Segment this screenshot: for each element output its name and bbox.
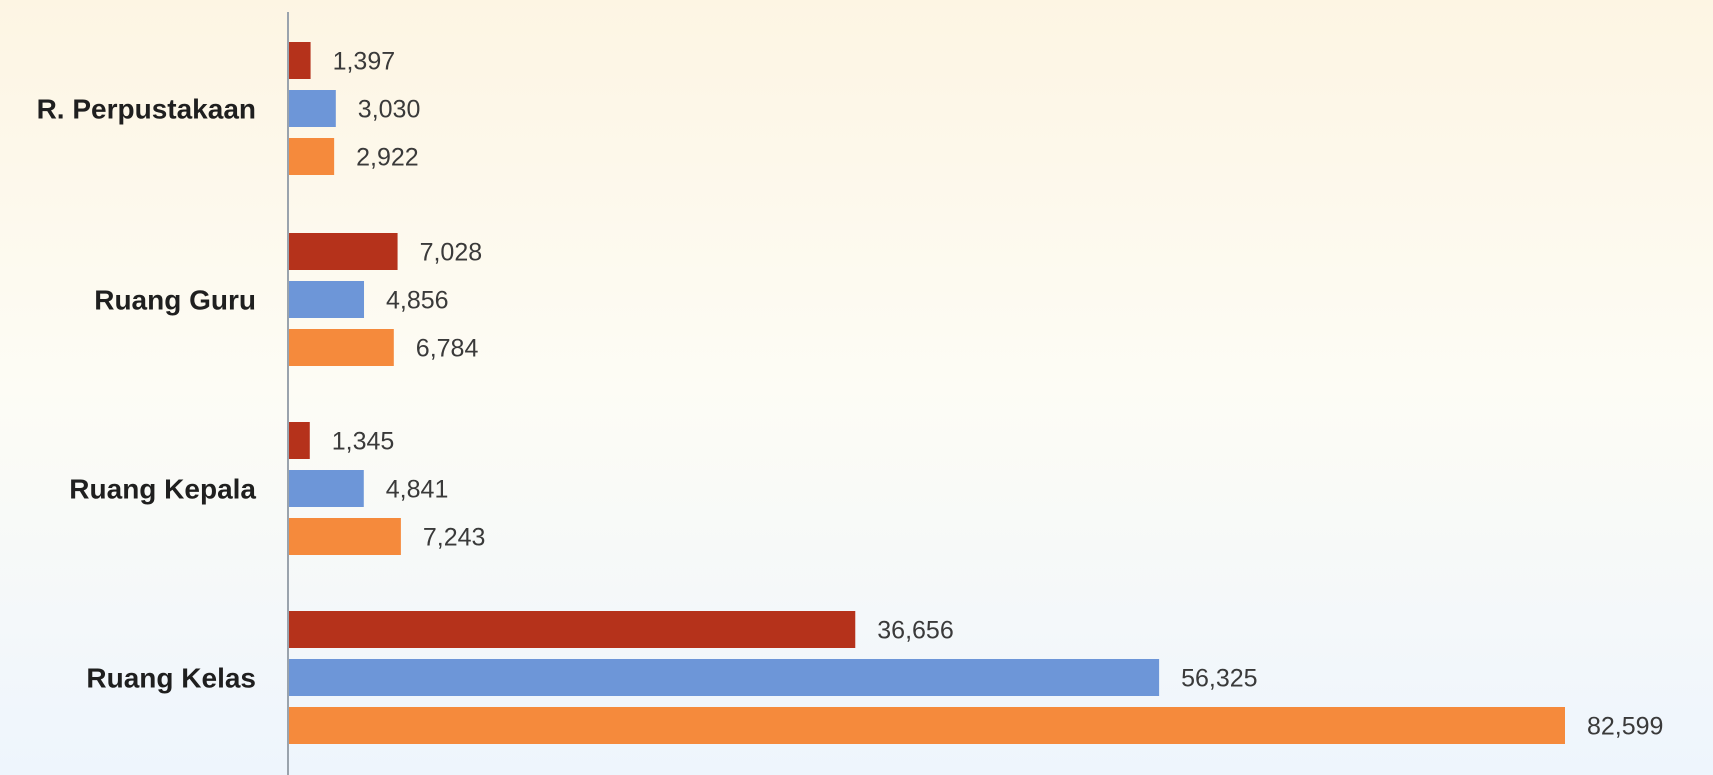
labels-layer: R. Perpustakaan 1,397 3,030 2,922 Ruang Guru…: [37, 48, 1664, 741]
value-label-ruang-kelas-series-3: 82,599: [1587, 713, 1663, 741]
value-label-ruang-kelas-series-2: 56,325: [1181, 665, 1257, 693]
value-label-ruang-kepala-series-3: 7,243: [423, 524, 486, 552]
bar-r-perpustakaan-series-3: [289, 138, 335, 175]
bar-ruang-kepala-series-2: [289, 470, 364, 507]
bar-ruang-kelas-series-3: [289, 707, 1565, 744]
value-label-ruang-kelas-series-1: 36,656: [877, 617, 953, 645]
bar-ruang-guru-series-1: [289, 233, 398, 270]
value-label-r-perpustakaan-series-3: 2,922: [356, 144, 419, 172]
category-label-ruang-guru: Ruang Guru: [94, 285, 256, 316]
bar-ruang-kepala-series-1: [289, 422, 310, 459]
bar-ruang-kelas-series-2: [289, 659, 1160, 696]
value-label-r-perpustakaan-series-1: 1,397: [333, 48, 396, 76]
bar-ruang-guru-series-3: [289, 329, 394, 366]
value-label-ruang-guru-series-1: 7,028: [420, 239, 483, 267]
value-label-ruang-guru-series-3: 6,784: [416, 335, 479, 363]
category-label-ruang-kepala: Ruang Kepala: [69, 474, 256, 505]
category-label-ruang-kelas: Ruang Kelas: [86, 663, 256, 694]
bar-r-perpustakaan-series-1: [289, 42, 311, 79]
value-label-ruang-kepala-series-1: 1,345: [332, 428, 395, 456]
value-label-ruang-guru-series-2: 4,856: [386, 287, 449, 315]
bar-ruang-kelas-series-1: [289, 611, 856, 648]
value-label-ruang-kepala-series-2: 4,841: [386, 476, 449, 504]
bar-ruang-guru-series-2: [289, 281, 365, 318]
value-label-r-perpustakaan-series-2: 3,030: [358, 96, 421, 124]
category-label-r-perpustakaan: R. Perpustakaan: [37, 94, 256, 125]
bars-layer: [289, 42, 1565, 744]
bar-ruang-kepala-series-3: [289, 518, 401, 555]
bar-r-perpustakaan-series-2: [289, 90, 336, 127]
